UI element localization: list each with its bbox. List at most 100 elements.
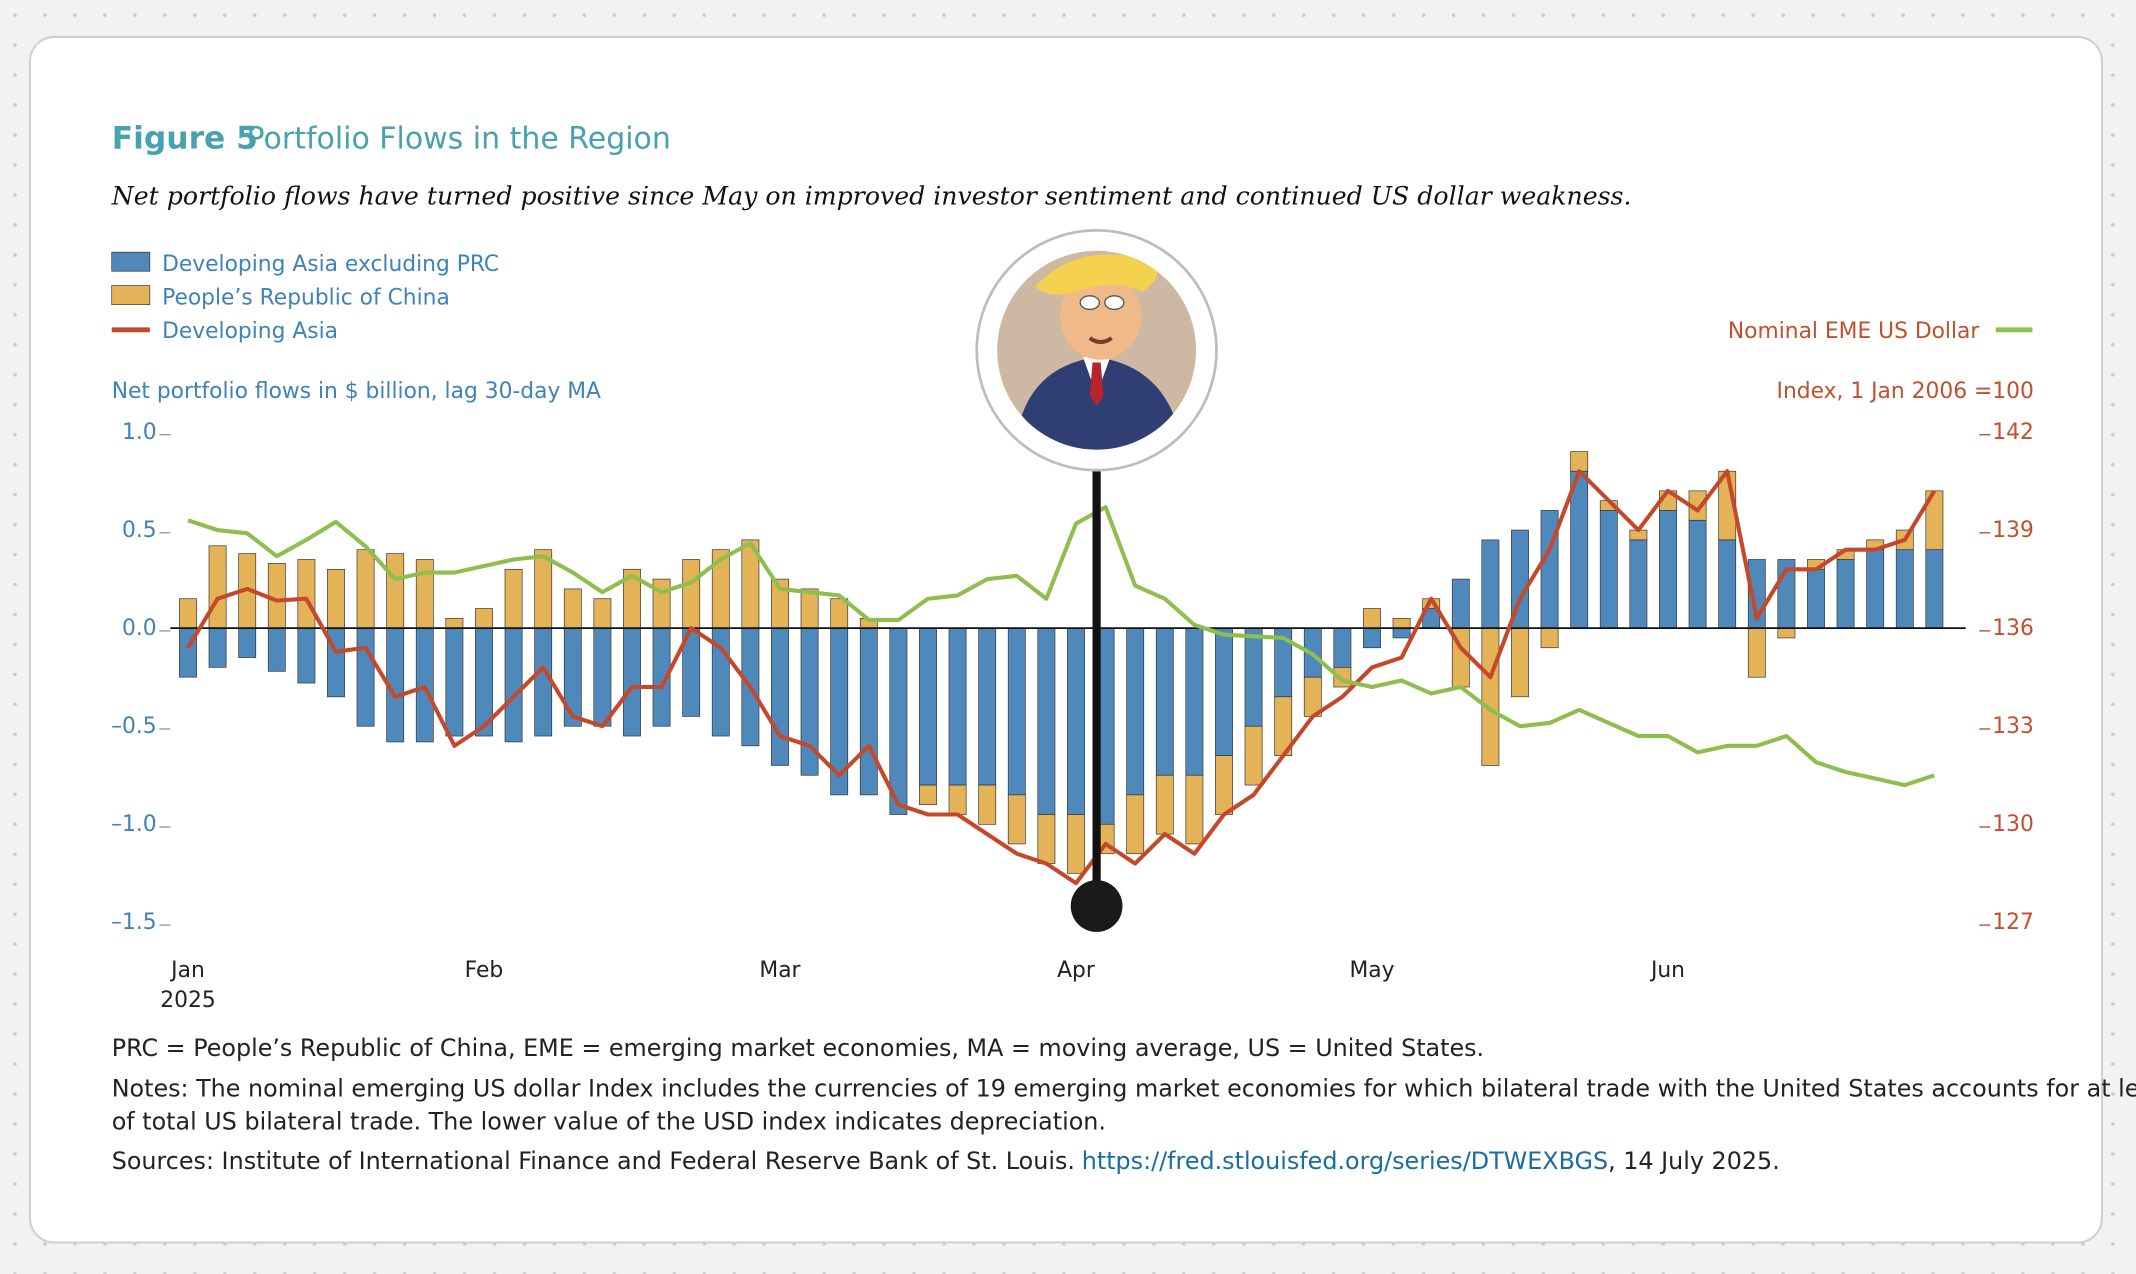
bar (297, 559, 316, 629)
bar (1126, 794, 1145, 855)
card (28, 35, 2103, 1244)
bar (1333, 627, 1352, 668)
notes: Notes: The nominal emerging US dollar In… (112, 1075, 2136, 1103)
bar (1570, 451, 1589, 472)
bar (415, 559, 434, 629)
sources-text: Sources: Institute of International Fina… (112, 1147, 1075, 1175)
pointer-dot (1070, 880, 1123, 932)
bar (1392, 627, 1411, 639)
bar (830, 598, 849, 629)
footnotes: PRC = People’s Republic of China, EME = … (112, 1034, 2136, 1175)
y2-tick-label: 139 (1992, 518, 2034, 543)
notes: of total US bilateral trade. The lower v… (112, 1107, 1106, 1135)
bar (1067, 814, 1085, 874)
sources-date: , 14 July 2025. (1608, 1147, 1780, 1175)
avatar-pointer (975, 229, 1218, 932)
bar (771, 627, 789, 766)
bar (504, 568, 523, 629)
bar (1511, 627, 1529, 698)
bar (1215, 755, 1233, 815)
x-tick-label: Jan (169, 958, 205, 983)
figure-label: Figure 5 (112, 121, 258, 157)
y-tick-label: 0.0 (122, 616, 157, 641)
bar (1481, 627, 1500, 766)
bar (593, 598, 612, 629)
x-tick-label: Jun (1649, 958, 1685, 983)
bar (919, 784, 937, 806)
sources: Sources: Institute of International Fina… (112, 1147, 1780, 1175)
y2-tick-label: 142 (1992, 420, 2034, 445)
x-tick-label: May (1349, 958, 1394, 983)
bar (1570, 470, 1589, 629)
bar (1155, 774, 1174, 835)
bar (1363, 608, 1381, 629)
y2-tick-label: 133 (1992, 714, 2034, 739)
bar (1363, 627, 1381, 649)
bar (1007, 794, 1026, 845)
y-axis-label: Net portfolio flows in $ billion, lag 30… (112, 379, 601, 404)
y-tick-label: –0.5 (111, 714, 157, 739)
bar (1215, 627, 1233, 756)
x-tick-label: Mar (759, 958, 800, 983)
bar (1007, 627, 1026, 796)
bar (327, 568, 345, 629)
bar (1451, 578, 1470, 629)
y-tick-label: 1.0 (122, 420, 157, 445)
avatar (997, 250, 1197, 450)
bar (1925, 549, 1944, 629)
legend-label: Developing Asia (162, 319, 338, 344)
y2-tick-label: 136 (1992, 616, 2034, 641)
bar (652, 578, 671, 629)
bar (179, 598, 197, 629)
bar (356, 549, 375, 629)
bar (1895, 549, 1914, 629)
bar (563, 588, 582, 629)
bar (1836, 559, 1855, 629)
bar (267, 627, 286, 672)
bar (1659, 510, 1677, 629)
legend-label: People’s Republic of China (162, 286, 450, 311)
sources-link[interactable]: https://fred.stlouisfed.org/series/DTWEX… (1082, 1147, 1608, 1175)
bar (948, 784, 967, 815)
bar (445, 627, 464, 737)
bar (208, 545, 227, 629)
bar (563, 627, 582, 727)
x-tick-label: Feb (465, 958, 504, 983)
x-tick-label: Apr (1057, 958, 1095, 983)
bar (267, 563, 286, 629)
bar (1244, 725, 1263, 786)
bar (1629, 539, 1648, 629)
bar (1185, 627, 1204, 776)
legend-label: Nominal EME US Dollar (1728, 319, 1979, 344)
bar (889, 627, 908, 815)
bar (593, 627, 612, 727)
bar (356, 627, 375, 727)
bar (623, 627, 641, 737)
bar (1777, 627, 1796, 639)
bar (978, 784, 997, 825)
bar (1718, 539, 1737, 629)
x-year-label: 2025 (160, 988, 215, 1013)
bar (859, 627, 878, 796)
bar (1067, 627, 1085, 815)
bar (445, 617, 464, 629)
bar (1037, 814, 1056, 864)
bar (1747, 627, 1766, 678)
y-tick-label: 0.5 (122, 518, 157, 543)
bar (1599, 510, 1618, 629)
chart-subtitle: Net portfolio flows have turned positive… (111, 181, 1632, 210)
chart-title: Portfolio Flows in the Region (247, 122, 671, 157)
bar (919, 627, 937, 786)
bar (1807, 568, 1825, 629)
bar (238, 627, 257, 658)
y-tick-label: –1.5 (111, 910, 157, 935)
bar (948, 627, 967, 786)
y2-tick-label: 130 (1992, 812, 2034, 837)
bar (208, 627, 227, 668)
bar (978, 627, 997, 786)
bar (1481, 539, 1500, 629)
bar (1540, 627, 1559, 649)
bar (1185, 774, 1204, 845)
